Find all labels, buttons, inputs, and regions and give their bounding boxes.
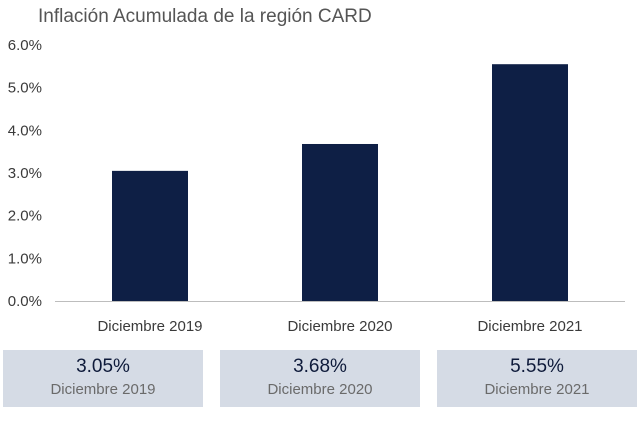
category-labels: Diciembre 2019 Diciembre 2020 Diciembre 20… [97,318,582,335]
y-tick-label: 5.0% [8,80,42,97]
y-tick-label: 6.0% [8,37,42,54]
bar-1 [112,170,188,301]
summary-label: Diciembre 2021 [484,381,590,398]
summary-value: 3.05% [76,356,130,377]
bar-3 [492,64,568,301]
summary-value: 5.55% [510,356,564,377]
summary-box-2020: 3.68% Diciembre 2020 [220,350,420,407]
summary-label: Diciembre 2020 [267,381,373,398]
summary-value: 3.68% [293,356,347,377]
bar-2 [302,143,378,301]
x-category-label: Diciembre 2021 [477,318,582,335]
summary-box-2019: 3.05% Diciembre 2019 [3,350,203,407]
x-category-label: Diciembre 2019 [97,318,202,335]
y-tick-label: 1.0% [8,250,42,267]
summary-label: Diciembre 2019 [50,381,156,398]
y-tick-label: 0.0% [8,293,42,310]
y-axis-ticks: 0.0% 1.0% 2.0% 3.0% 4.0% 5.0% 6.0% [8,37,42,310]
y-tick-label: 2.0% [8,208,42,225]
summary-box-2021: 5.55% Diciembre 2021 [437,350,637,407]
y-tick-label: 3.0% [8,165,42,182]
chart-title: Inflación Acumulada de la región CARD [38,6,372,27]
bar-chart: 0.0% 1.0% 2.0% 3.0% 4.0% 5.0% 6.0% Diciembre 2… [8,37,625,335]
x-category-label: Diciembre 2020 [287,318,392,335]
bars [112,64,568,301]
y-tick-label: 4.0% [8,122,42,139]
